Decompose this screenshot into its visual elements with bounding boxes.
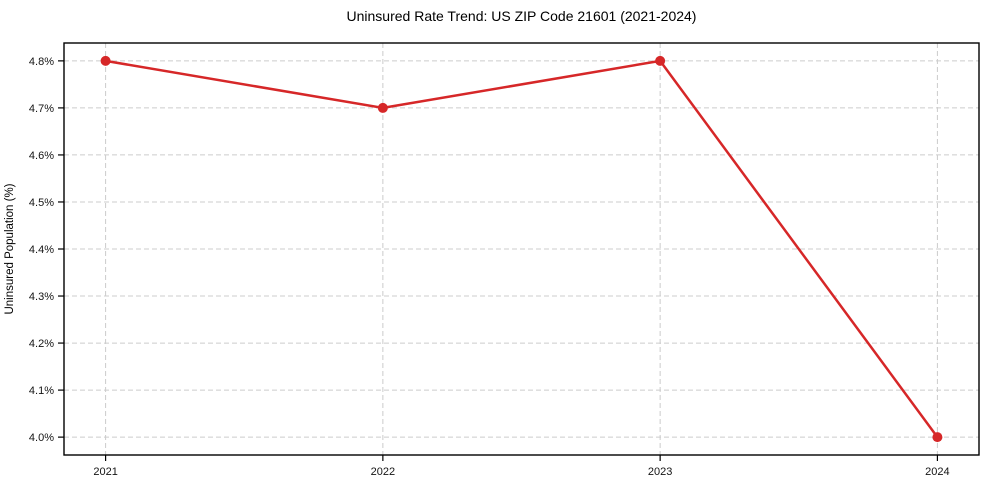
y-tick-label: 4.3% [29,291,54,303]
data-point-marker [100,55,111,66]
chart-title: Uninsured Rate Trend: US ZIP Code 21601 … [346,8,697,24]
data-point-marker [655,55,666,66]
x-axis: 2021 2022 2023 2024 [93,455,950,478]
y-tick-label: 4.6% [29,150,54,162]
data-point-marker [932,432,943,443]
y-tick-label: 4.4% [29,244,54,256]
data-point-marker [377,102,388,113]
y-tick-label: 4.7% [29,103,54,115]
y-tick-label: 4.8% [29,56,54,68]
x-tick-label: 2024 [925,466,949,478]
x-tick-label: 2021 [93,466,117,478]
y-tick-label: 4.0% [29,432,54,444]
y-tick-label: 4.5% [29,197,54,209]
y-tick-label: 4.2% [29,338,54,350]
y-tick-label: 4.1% [29,385,54,397]
x-tick-label: 2023 [648,466,672,478]
trend-line [104,59,939,439]
x-tick-label: 2022 [371,466,395,478]
grid-lines [64,43,979,455]
y-axis: 4.0% 4.1% 4.2% 4.3% 4.4% 4.5% 4.6% 4.7% 4.8% [29,56,64,444]
